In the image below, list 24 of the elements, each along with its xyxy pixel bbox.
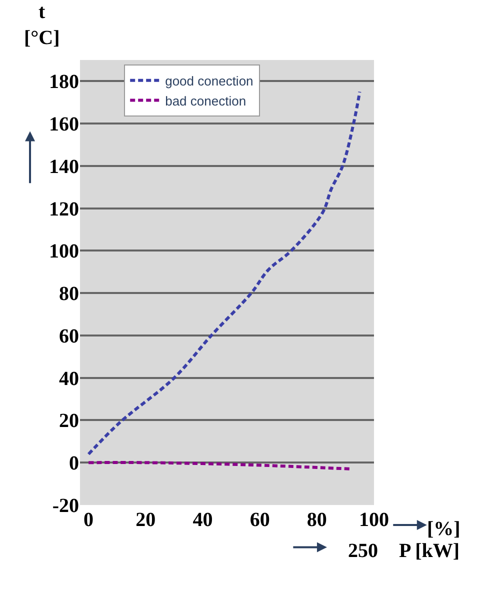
x-tick-label: 80 [306, 509, 327, 531]
y-tick-label: 100 [49, 240, 79, 263]
x-tick-label: 20 [136, 509, 156, 531]
x-axis-title: [%] [427, 518, 460, 540]
y-tick-label: 140 [49, 156, 79, 178]
y-tick-label: 80 [59, 283, 79, 306]
legend-label: bad conection [165, 93, 246, 108]
x-tick-label: 0 [84, 509, 94, 531]
line-series [87, 90, 362, 456]
y-axis-title: t [°C] [24, 1, 60, 49]
y-tick-label: 160 [49, 114, 79, 136]
y-tick-label: 120 [49, 198, 79, 220]
x-tick-label: 40 [192, 509, 213, 531]
y-tick-label: 0 [69, 452, 79, 475]
legend-label: good conection [165, 73, 254, 88]
y-tick-label: 20 [59, 410, 79, 432]
text: 250 [348, 540, 378, 562]
y-tick-label: 180 [49, 71, 79, 94]
text: P [kW] [399, 540, 460, 562]
y-tick-label: 40 [59, 368, 79, 390]
x-tick-label: 100 [359, 509, 389, 531]
y-tick-label: -20 [52, 495, 79, 517]
y-tick-label: 60 [59, 325, 79, 348]
x-tick-label: 60 [250, 509, 270, 531]
